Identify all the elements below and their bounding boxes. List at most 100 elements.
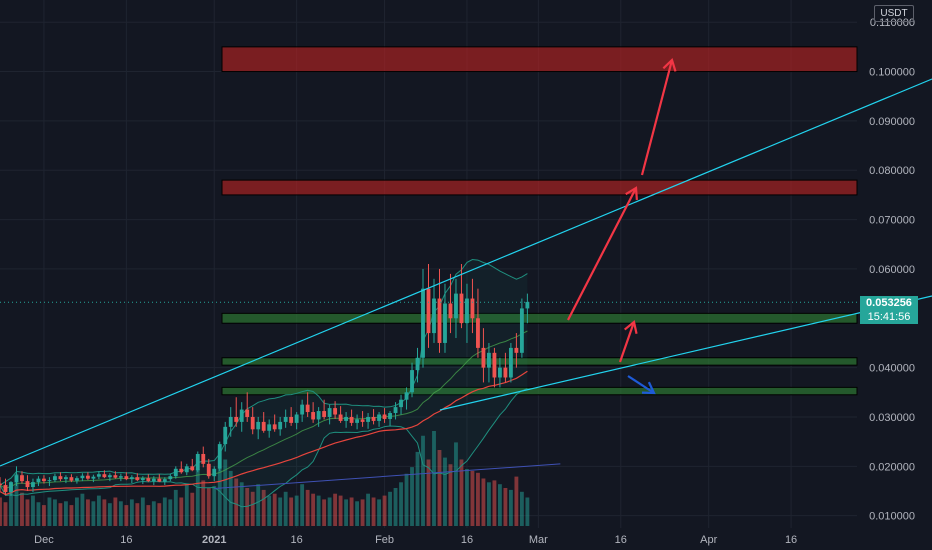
candle-body	[80, 475, 85, 479]
volume-bar	[157, 503, 162, 526]
volume-bar	[173, 489, 178, 526]
candle	[404, 387, 409, 410]
volume-bar	[476, 472, 480, 526]
candle-body	[316, 411, 321, 420]
candle	[31, 478, 35, 492]
volume-bar	[223, 459, 228, 526]
candle-body	[327, 408, 332, 417]
volume-bar	[366, 493, 370, 526]
volume-bar	[245, 488, 250, 526]
volume-bar	[294, 495, 299, 526]
y-tick-label: 0.040000	[869, 363, 915, 375]
candle-body	[338, 414, 343, 421]
candle	[124, 472, 129, 481]
volume-bar	[113, 497, 118, 526]
x-tick-label: 2021	[202, 534, 226, 546]
candle	[333, 401, 338, 419]
candle	[415, 347, 420, 383]
countdown-label: 15:41:56	[860, 310, 918, 324]
y-tick-label: 0.010000	[869, 511, 915, 523]
candle	[470, 278, 475, 334]
candle	[465, 283, 469, 343]
candle	[42, 475, 46, 484]
candle-body	[234, 416, 239, 422]
y-tick-label: 0.100000	[869, 67, 915, 79]
candle-body	[377, 414, 381, 421]
candle-body	[272, 424, 277, 430]
currency-badge[interactable]: USDT	[874, 5, 914, 22]
volume-bars	[0, 431, 530, 526]
x-tick-label: Dec	[34, 534, 54, 546]
candle	[366, 413, 370, 429]
candle	[9, 481, 13, 496]
candle	[25, 475, 30, 491]
candle	[3, 478, 8, 495]
volume-bar	[300, 484, 305, 526]
candle	[129, 475, 134, 484]
volume-bar	[206, 488, 211, 526]
candle	[162, 477, 167, 486]
candle-body	[250, 416, 255, 430]
candle-body	[201, 453, 206, 464]
volume-bar	[278, 497, 283, 526]
candle-body	[64, 477, 68, 480]
volume-bar	[69, 505, 74, 526]
candle	[454, 278, 458, 339]
arrow-up-3	[618, 320, 638, 363]
candle-body	[223, 426, 228, 445]
candle-body	[162, 479, 167, 482]
candle	[426, 264, 431, 348]
candle-body	[443, 303, 447, 343]
volume-bar	[85, 499, 90, 526]
candle-body	[146, 478, 151, 482]
support-zone	[221, 386, 858, 396]
candle	[20, 471, 24, 484]
arrow-up-3-head	[624, 320, 638, 334]
candle-body	[300, 404, 305, 415]
volume-bar	[135, 503, 140, 526]
volume-bar	[514, 476, 519, 526]
volume-bar	[261, 489, 266, 526]
arrow-up-1	[567, 186, 638, 321]
candle	[338, 406, 343, 423]
x-tick-label: 16	[461, 534, 473, 546]
candle-body	[173, 468, 178, 477]
x-tick-label: 16	[615, 534, 627, 546]
arrow-up-2-shaft	[640, 59, 674, 176]
y-tick-label: 0.080000	[869, 165, 915, 177]
volume-bar	[305, 489, 310, 526]
volume-bar	[256, 484, 261, 526]
candle-body	[85, 475, 90, 479]
candle	[85, 472, 90, 481]
candle	[432, 278, 436, 343]
candle	[146, 474, 151, 483]
candle-body	[91, 476, 96, 479]
candle-body	[206, 463, 211, 477]
candle-body	[256, 421, 261, 430]
candle	[250, 407, 255, 435]
y-tick-label: 0.020000	[869, 461, 915, 473]
candle	[168, 473, 173, 482]
volume-bar	[217, 469, 222, 526]
volume-bar	[322, 499, 327, 526]
candle	[212, 466, 217, 482]
candle	[322, 399, 327, 420]
volume-bar	[470, 470, 475, 526]
candle-body	[267, 424, 272, 431]
arrow-up-1-head	[625, 186, 638, 201]
candle	[508, 342, 513, 383]
candle	[355, 414, 360, 430]
volume-bar	[399, 482, 403, 526]
candle-body	[404, 392, 409, 400]
candle	[217, 441, 222, 472]
candle-body	[179, 468, 184, 473]
volume-bar	[168, 499, 173, 526]
candle-body	[58, 476, 63, 480]
candle-body	[415, 357, 420, 371]
volume-bar	[481, 478, 486, 526]
x-tick-label: Apr	[700, 534, 717, 546]
candle	[245, 392, 250, 422]
volume-bar	[9, 483, 13, 526]
